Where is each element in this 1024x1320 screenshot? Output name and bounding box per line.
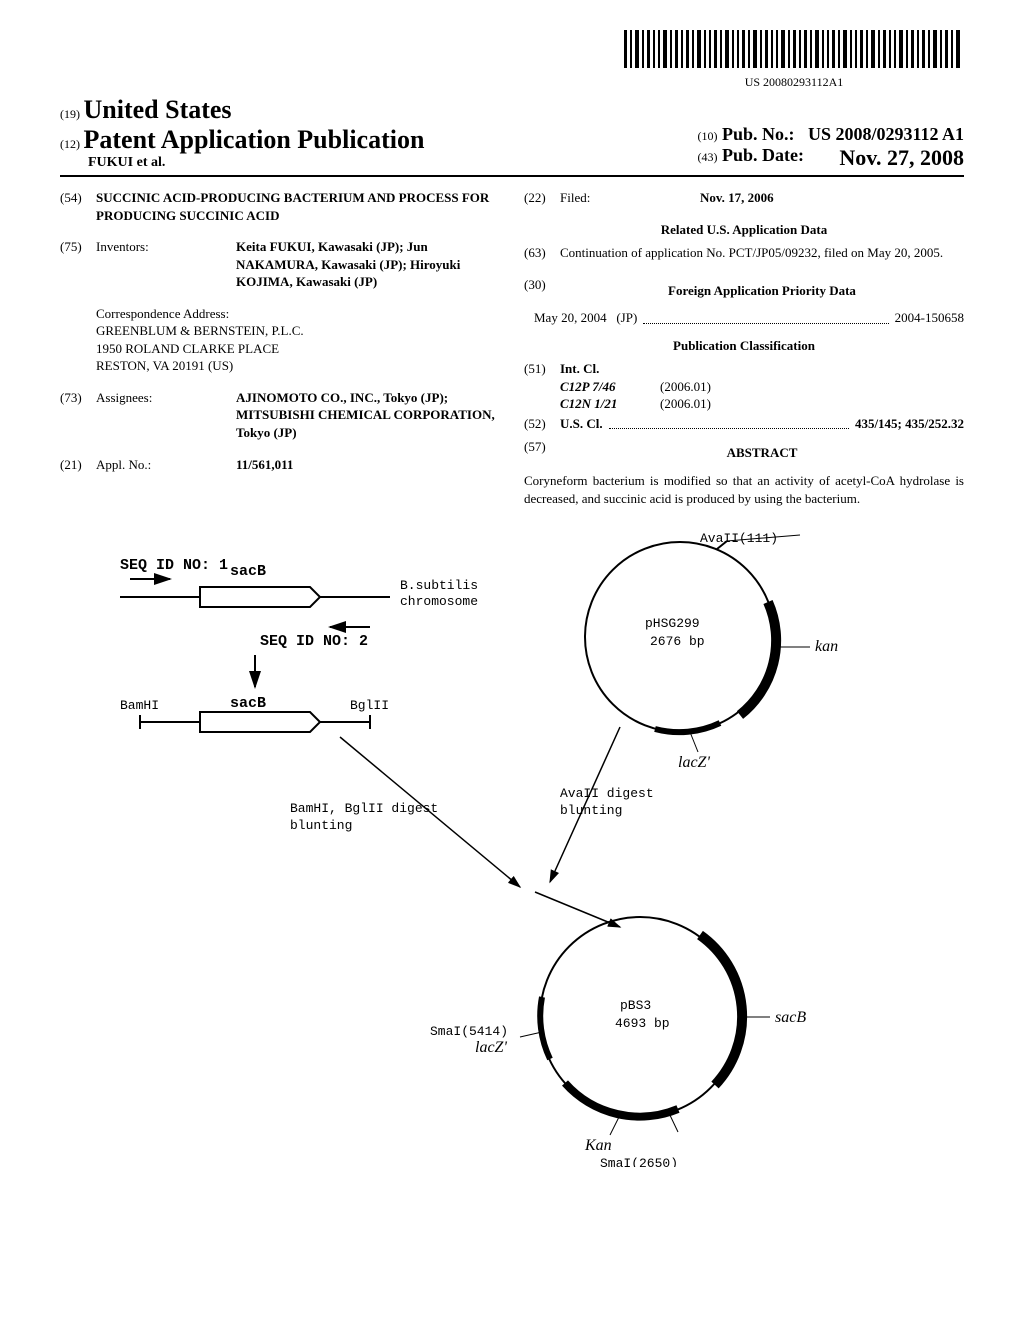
foreign-date: May 20, 2004 — [534, 309, 607, 327]
appl-no: 11/561,011 — [236, 456, 500, 474]
inid-54: (54) — [60, 189, 96, 224]
bsubtilis-1: B.subtilis — [400, 578, 478, 593]
filed-label: Filed: — [560, 189, 700, 207]
classification-heading: Publication Classification — [524, 337, 964, 355]
kan-label: kan — [815, 638, 838, 655]
digest-2b: blunting — [560, 803, 622, 818]
lacz1-label: lacZ' — [678, 754, 710, 771]
authors-line: FUKUI et al. — [88, 155, 424, 171]
intcl-year-0: (2006.01) — [660, 378, 711, 396]
digest-1b: blunting — [290, 818, 352, 833]
pub-date: Nov. 27, 2008 — [839, 145, 964, 171]
correspondence-line-1: GREENBLUM & BERNSTEIN, P.L.C. — [96, 322, 500, 340]
right-column: (22) Filed: Nov. 17, 2006 Related U.S. A… — [524, 189, 964, 507]
intcl-code-1: C12N 1/21 — [560, 395, 660, 413]
avaii-label: AvaII(111) — [700, 531, 778, 546]
intcl-label: Int. Cl. — [560, 360, 964, 378]
kan2-label: Kan — [584, 1137, 612, 1154]
inid-51: (51) — [524, 360, 560, 413]
bamhi-label: BamHI — [120, 698, 159, 713]
barcode-svg — [624, 30, 964, 68]
plasmid1-name: pHSG299 — [645, 616, 700, 631]
inid-75: (75) — [60, 238, 96, 291]
uscl-label: U.S. Cl. — [560, 415, 603, 433]
inid-12: (12) — [60, 137, 80, 151]
appl-no-label: Appl. No.: — [96, 456, 236, 474]
foreign-number: 2004-150658 — [895, 309, 964, 327]
figure-diagram: SEQ ID NO: 1 sacB B.subtilis chromosome … — [60, 527, 964, 1167]
continuation-text: Continuation of application No. PCT/JP05… — [560, 244, 964, 262]
related-data-heading: Related U.S. Application Data — [524, 221, 964, 239]
plasmid2-size: 4693 bp — [615, 1016, 670, 1031]
bglii-label: BglII — [350, 698, 389, 713]
left-column: (54) SUCCINIC ACID-PRODUCING BACTERIUM A… — [60, 189, 500, 507]
inventors: Keita FUKUI, Kawasaki (JP); Jun NAKAMURA… — [236, 238, 500, 291]
bibliographic-columns: (54) SUCCINIC ACID-PRODUCING BACTERIUM A… — [60, 189, 964, 507]
sacb-label-2: sacB — [230, 695, 266, 712]
plasmid1-size: 2676 bp — [650, 634, 705, 649]
inid-22: (22) — [524, 189, 560, 207]
pub-no: US 2008/0293112 A1 — [808, 124, 964, 144]
intcl-year-1: (2006.01) — [660, 395, 711, 413]
correspondence-line-3: RESTON, VA 20191 (US) — [96, 357, 500, 375]
inid-63: (63) — [524, 244, 560, 262]
correspondence-label: Correspondence Address: — [96, 305, 500, 323]
correspondence-line-2: 1950 ROLAND CLARKE PLACE — [96, 340, 500, 358]
pub-date-label: Pub. Date: — [722, 145, 804, 165]
inid-43: (43) — [697, 150, 717, 164]
barcode: US 20080293112A1 — [624, 30, 964, 90]
smai-5414: SmaI(5414) — [430, 1024, 508, 1039]
invention-title: SUCCINIC ACID-PRODUCING BACTERIUM AND PR… — [96, 189, 500, 224]
bsubtilis-2: chromosome — [400, 594, 478, 609]
filed-date: Nov. 17, 2006 — [700, 189, 964, 207]
abstract-text: Coryneform bacterium is modified so that… — [524, 472, 964, 507]
inid-52: (52) — [524, 415, 560, 433]
uscl-value: 435/145; 435/252.32 — [855, 415, 964, 433]
header: (19) United States (12) Patent Applicati… — [60, 95, 964, 177]
digest-2a: AvaII digest — [560, 786, 654, 801]
smai-2650: SmaI(2650) — [600, 1156, 678, 1167]
sacb-label-3: sacB — [775, 1009, 806, 1026]
intcl-code-0: C12P 7/46 — [560, 378, 660, 396]
abstract-heading: ABSTRACT — [560, 444, 964, 462]
inventors-label: Inventors: — [96, 238, 236, 291]
sacb-label-1: sacB — [230, 563, 266, 580]
inid-21: (21) — [60, 456, 96, 474]
country: United States — [84, 95, 232, 124]
assignees-label: Assignees: — [96, 389, 236, 442]
inid-19: (19) — [60, 107, 80, 121]
digest-1a: BamHI, BglII digest — [290, 801, 438, 816]
barcode-region: US 20080293112A1 — [60, 30, 964, 91]
foreign-country: (JP) — [616, 309, 637, 327]
dotted-leader — [643, 309, 888, 324]
plasmid2-name: pBS3 — [620, 998, 651, 1013]
lacz2-label: lacZ' — [475, 1039, 507, 1056]
dotted-leader-2 — [609, 415, 849, 430]
barcode-text: US 20080293112A1 — [624, 75, 964, 90]
inid-57: (57) — [524, 438, 560, 468]
foreign-priority-heading: Foreign Application Priority Data — [560, 282, 964, 300]
seq-id-2: SEQ ID NO: 2 — [260, 633, 368, 650]
pub-no-label: Pub. No.: — [722, 124, 795, 144]
publication-type: Patent Application Publication — [84, 125, 425, 154]
assignees: AJINOMOTO CO., INC., Tokyo (JP); MITSUBI… — [236, 389, 500, 442]
diagram-svg: SEQ ID NO: 1 sacB B.subtilis chromosome … — [60, 527, 960, 1167]
seq-id-1: SEQ ID NO: 1 — [120, 557, 228, 574]
inid-10: (10) — [697, 129, 717, 143]
inid-73: (73) — [60, 389, 96, 442]
inid-30: (30) — [524, 276, 560, 306]
